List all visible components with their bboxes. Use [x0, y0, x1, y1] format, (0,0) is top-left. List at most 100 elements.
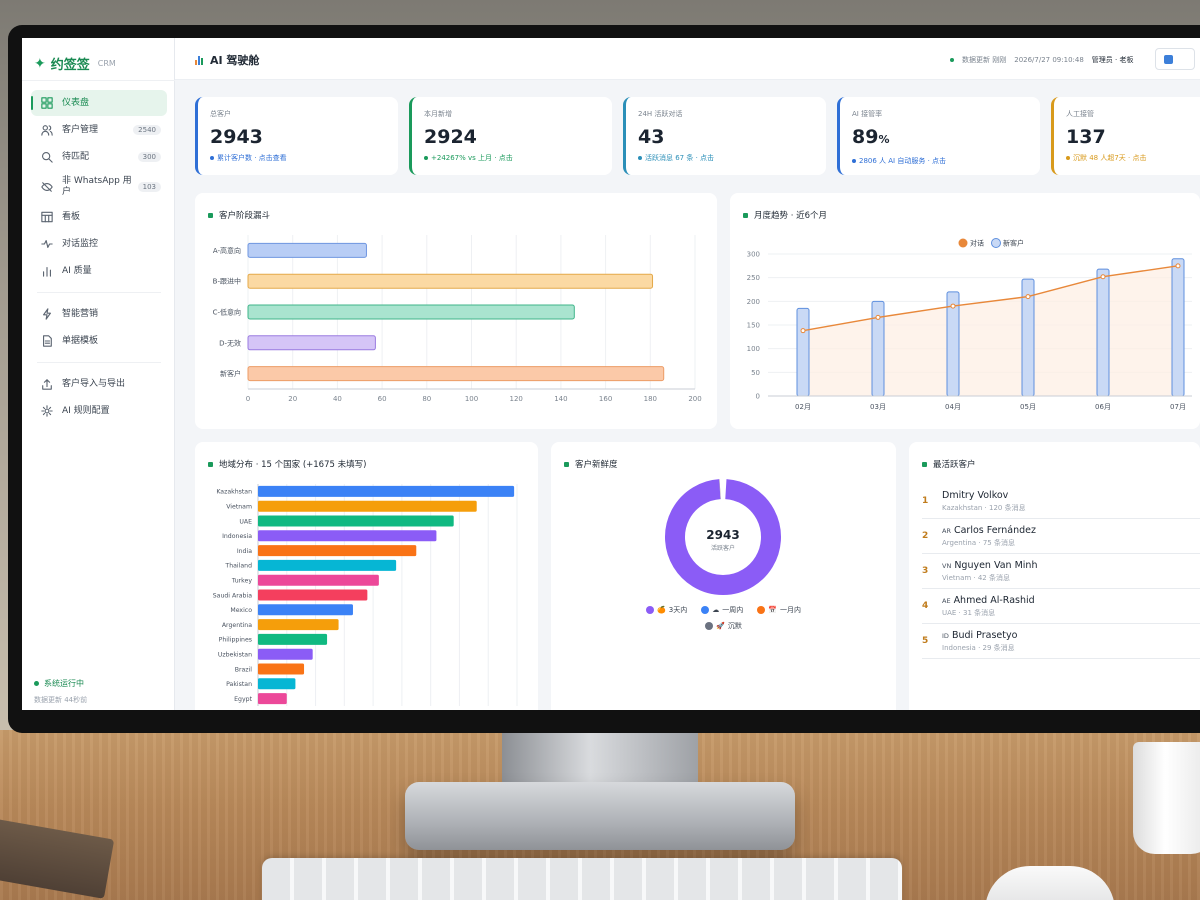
stat-card[interactable]: 本月新增 2924 +24267% vs 上月 · 点击 — [409, 97, 612, 175]
x-tick-label: 160 — [599, 395, 612, 403]
board-icon — [40, 210, 54, 224]
trend-line — [802, 265, 1179, 332]
legend-swatch — [991, 238, 1001, 248]
x-tick-label: 80 — [484, 709, 492, 710]
legend-label: 一周内 — [722, 606, 744, 614]
country-label: Thailand — [224, 563, 252, 570]
sidebar-item[interactable]: 客户导入与导出 — [31, 371, 167, 397]
legend-item[interactable]: 🍊 3天内 — [646, 605, 687, 615]
trend-point — [1100, 274, 1106, 280]
customer-name-text: Ahmed Al-Rashid — [953, 594, 1035, 606]
stat-card[interactable]: 总客户 2943 累计客户数 · 点击查看 — [195, 97, 398, 175]
donut-slice — [665, 479, 781, 595]
trend-title: 月度趋势 · 近6个月 — [754, 211, 828, 221]
header-status: 数据更新 刚刚 2026/7/27 09:10:48 管理员 · 老板 — [950, 55, 1133, 65]
x-tick-label: 70 — [455, 709, 463, 710]
mug — [1133, 742, 1200, 854]
legend-item[interactable]: ☁ 一周内 — [701, 605, 743, 615]
stat-label: 人工接管 — [1066, 110, 1094, 118]
country-bar — [258, 604, 353, 616]
customer-row[interactable]: 2 AR Carlos Fernández Argentina · 75 条消息 — [922, 519, 1200, 554]
legend-item[interactable]: 📅 一月内 — [757, 605, 801, 615]
count-badge: 300 — [137, 152, 161, 162]
trend-bar — [1171, 258, 1185, 397]
sidebar-item[interactable]: AI 质量 — [31, 258, 167, 284]
line-area — [803, 265, 1178, 396]
country-bar — [258, 663, 305, 675]
screen: ✦ 约签签 CRM 仪表盘客户管理 2540 待匹配 300 非 WhatsApp 用户… — [22, 38, 1200, 710]
sidebar-item-label: 客户管理 — [62, 124, 99, 135]
stat-label: 本月新增 — [424, 110, 452, 118]
y-tick-label: 150 — [747, 322, 760, 330]
active-customers-title: 最活跃客户 — [933, 460, 976, 470]
y-tick-label: 250 — [747, 274, 760, 282]
customer-row[interactable]: 5 ID Budi Prasetyo Indonesia · 29 条消息 — [922, 624, 1200, 659]
logo[interactable]: ✦ 约签签 CRM — [34, 54, 116, 74]
customer-info: AE Ahmed Al-Rashid UAE · 31 条消息 — [942, 595, 1035, 618]
sidebar-item[interactable]: 待匹配 300 — [31, 144, 167, 170]
country-code: VN — [942, 561, 952, 570]
sidebar-item[interactable]: AI 规则配置 — [31, 398, 167, 424]
trend-point — [875, 314, 881, 320]
customer-row[interactable]: 4 AE Ahmed Al-Rashid UAE · 31 条消息 — [922, 589, 1200, 624]
y-tick-label: 300 — [747, 251, 760, 259]
freshness-panel: 客户新鲜度 2943 活跃客户 🍊 3天内 ☁ 一周内 📅 一月内 🚀 沉默 — [551, 442, 896, 710]
sidebar-item[interactable]: 智能营销 — [31, 301, 167, 327]
funnel-title: 客户阶段漏斗 — [219, 211, 271, 221]
status-dot-icon — [34, 681, 39, 686]
sidebar-item-label: 单据模板 — [62, 335, 99, 346]
page-title: AI 驾驶舱 — [195, 52, 259, 68]
customer-name: AR Carlos Fernández — [942, 525, 1036, 536]
x-tick-label: 40 — [369, 709, 377, 710]
y-tick-label: 0 — [756, 393, 760, 401]
stat-card[interactable]: AI 接管率 89% 2806 人 AI 自动服务 · 点击 — [837, 97, 1040, 175]
sidebar-item[interactable]: 客户管理 2540 — [31, 117, 167, 143]
sidebar-item[interactable]: 看板 — [31, 204, 167, 230]
legend-item[interactable]: 🚀 沉默 — [705, 621, 742, 631]
stat-card[interactable]: 人工接管 137 沉默 48 人超7天 · 点击 — [1051, 97, 1200, 175]
panel-title: 月度趋势 · 近6个月 — [743, 209, 827, 221]
sidebar-item-label: 仪表盘 — [62, 97, 90, 108]
donut-center-label: 活跃客户 — [711, 544, 735, 552]
funnel-bar — [247, 273, 654, 289]
x-tick-label: 140 — [554, 395, 567, 403]
funnel-bar — [247, 304, 575, 320]
title-dot-icon — [208, 461, 213, 467]
country-code: ID — [942, 631, 949, 640]
app-name: 约签签 — [50, 58, 90, 73]
customer-row[interactable]: 1 Dmitry Volkov Kazakhstan · 120 条消息 — [922, 484, 1200, 519]
doc-icon — [40, 334, 54, 348]
legend-swatch — [646, 606, 655, 614]
country-bar — [258, 559, 397, 571]
current-user[interactable]: 管理员 · 老板 — [1091, 56, 1134, 64]
trend-point — [1025, 294, 1031, 300]
sidebar-item[interactable]: 非 WhatsApp 用户 103 — [31, 171, 167, 203]
status-text: 系统运行中 — [44, 679, 84, 688]
stat-value: 137 — [1066, 127, 1200, 147]
stat-card[interactable]: 24H 活跃对话 43 活跃消息 67 条 · 点击 — [623, 97, 826, 175]
sidebar-item[interactable]: 对话监控 — [31, 231, 167, 257]
stat-sub-text: 2806 人 AI 自动服务 · 点击 — [859, 157, 947, 165]
nav-divider — [37, 362, 161, 363]
customer-rank: 1 — [922, 496, 929, 506]
customer-row[interactable]: 3 VN Nguyen Van Minh Vietnam · 42 条消息 — [922, 554, 1200, 589]
sidebar-nav: 仪表盘 客户管理 2540 待匹配 300 非 WhatsApp 用户 103 看板 对话监控 A… — [31, 90, 167, 425]
update-label: 数据更新 刚刚 — [962, 56, 1007, 64]
customer-name-text: Nguyen Van Minh — [954, 559, 1038, 571]
stat-number: 43 — [638, 126, 665, 148]
customer-name: ID Budi Prasetyo — [942, 630, 1017, 641]
title-dot-icon — [743, 212, 748, 218]
sidebar-item[interactable]: 单据模板 — [31, 328, 167, 354]
customer-info: ID Budi Prasetyo Indonesia · 29 条消息 — [942, 630, 1017, 653]
page-title-text: AI 驾驶舱 — [210, 54, 260, 67]
customer-rank: 3 — [922, 566, 929, 576]
stat-sub-text: 累计客户数 · 点击查看 — [217, 154, 287, 162]
country-bar — [258, 500, 477, 512]
customer-meta: Indonesia · 29 条消息 — [942, 643, 1015, 652]
trend-point — [950, 303, 956, 309]
x-tick-label: 06月 — [1095, 403, 1111, 411]
country-code: AR — [942, 526, 951, 535]
refresh-button[interactable] — [1155, 48, 1195, 70]
title-dot-icon — [564, 461, 569, 467]
sidebar-item[interactable]: 仪表盘 — [31, 90, 167, 116]
